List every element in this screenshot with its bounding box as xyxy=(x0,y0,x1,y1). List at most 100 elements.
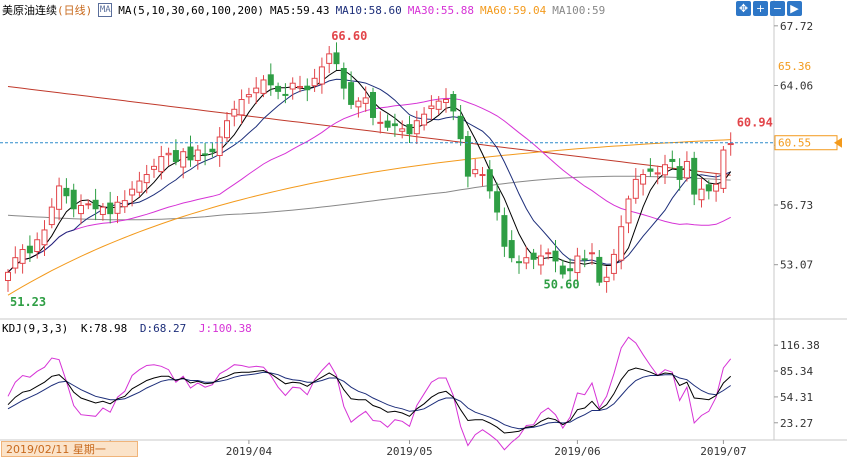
candle-body xyxy=(581,258,588,261)
scroll-right-icon[interactable]: ▶ xyxy=(787,1,802,16)
candle-body xyxy=(727,143,734,146)
candle-body xyxy=(486,169,493,192)
candle-body xyxy=(377,121,384,124)
candle-body xyxy=(428,105,435,110)
candle-body xyxy=(676,166,683,180)
candle-body xyxy=(632,178,639,199)
kdj-tick-label: 85.34 xyxy=(780,365,813,378)
candle-body xyxy=(435,100,442,110)
cursor-date-label: 2019/02/11 星期一 xyxy=(1,441,138,457)
candle-body xyxy=(26,245,33,254)
candle-body xyxy=(5,271,11,282)
candle-body xyxy=(618,226,625,261)
candle-body xyxy=(194,149,201,161)
candle-body xyxy=(260,79,267,94)
candle-body xyxy=(282,93,289,96)
candle-body xyxy=(92,199,99,210)
candle-body xyxy=(567,268,574,272)
candle-body xyxy=(245,94,252,98)
instrument-name: 美原油连续(日线) xyxy=(2,2,92,18)
candle-body xyxy=(253,87,260,94)
price-tick-label: 56.73 xyxy=(780,199,813,212)
kdj-legend: KDJ(9,3,3) K:78.98 D:68.27 J:100.38 xyxy=(2,322,258,335)
candle-body xyxy=(19,249,26,264)
last-price-arrow xyxy=(834,137,842,148)
candle-body xyxy=(56,185,63,210)
candle-body xyxy=(537,255,544,266)
candle-body xyxy=(231,108,238,117)
ma10-line xyxy=(7,78,731,273)
high-annotation: 66.60 xyxy=(331,29,367,43)
candle-body xyxy=(625,198,632,224)
candle-body xyxy=(705,184,712,192)
time-tick-label: 2019/07 xyxy=(700,445,746,458)
candle-body xyxy=(384,120,391,128)
candle-body xyxy=(348,82,355,105)
zoom-out-icon[interactable]: − xyxy=(770,1,785,16)
time-tick-label: 2019/04 xyxy=(226,445,273,458)
candle-body xyxy=(683,160,690,179)
candle-body xyxy=(143,174,150,184)
zoom-in-icon[interactable]: + xyxy=(753,1,768,16)
candle-body xyxy=(508,240,515,259)
candle-body xyxy=(12,257,19,269)
candle-body xyxy=(391,123,398,127)
candle-body xyxy=(421,113,428,126)
kdj-k-line xyxy=(7,367,732,434)
kdj-d-value: D:68.27 xyxy=(139,322,187,335)
candle-body xyxy=(326,53,333,64)
candle-body xyxy=(114,201,121,214)
candle-body xyxy=(370,91,376,118)
candle-body xyxy=(202,153,209,156)
kdj-tick-label: 116.38 xyxy=(780,339,820,352)
candle-body xyxy=(450,94,457,112)
candle-body xyxy=(165,152,172,156)
kdj-k-value: K:78.98 xyxy=(80,322,128,335)
kdj-params: KDJ(9,3,3) xyxy=(2,322,69,335)
kdj-tick-label: 23.27 xyxy=(780,417,813,430)
candle-body xyxy=(545,252,552,255)
move-icon[interactable]: ✥ xyxy=(736,1,751,16)
candle-body xyxy=(85,203,92,206)
candle-body xyxy=(318,66,325,85)
candle-body xyxy=(333,52,340,65)
candle-body xyxy=(479,174,486,177)
candle-body xyxy=(691,157,698,195)
candle-body xyxy=(552,250,559,262)
candle-body xyxy=(713,183,720,192)
ma-settings-icon[interactable]: MA xyxy=(98,3,113,17)
candle-body xyxy=(34,239,41,253)
candle-body xyxy=(654,172,661,175)
candle-body xyxy=(172,150,179,162)
candle-body xyxy=(340,67,347,89)
candle-body xyxy=(647,168,654,172)
candle-body xyxy=(48,206,55,226)
candle-body xyxy=(464,135,471,177)
candle-body xyxy=(698,188,705,201)
candle-body xyxy=(457,115,464,140)
candle-body xyxy=(180,151,187,168)
candle-body xyxy=(530,252,537,260)
ma5-value: MA5:59.43 xyxy=(269,3,330,17)
ma60-line xyxy=(7,139,731,296)
last-price-tag: 60.55 xyxy=(778,137,811,150)
time-tick-label: 2019/06 xyxy=(554,445,600,458)
candle-body xyxy=(494,191,501,213)
candle-body xyxy=(289,82,296,90)
candle-body xyxy=(238,99,245,116)
start-low-annotation: 51.23 xyxy=(10,295,46,309)
chart-legend: 美原油连续(日线) MA MA(5,10,30,60,100,200) MA5:… xyxy=(2,2,611,18)
candle-body xyxy=(99,206,106,215)
ma5-line xyxy=(7,69,732,273)
ma30-line xyxy=(7,97,731,273)
chart-controls: ✥ + − ▶ xyxy=(736,1,802,16)
candle-body xyxy=(267,74,274,86)
candle-body xyxy=(216,136,223,156)
kdj-j-value: J:100.38 xyxy=(198,322,252,335)
candle-body xyxy=(589,252,595,255)
candle-body xyxy=(640,174,647,185)
candle-body xyxy=(399,128,406,132)
candle-body xyxy=(41,229,48,246)
time-tick-label: 2019/05 xyxy=(386,445,432,458)
